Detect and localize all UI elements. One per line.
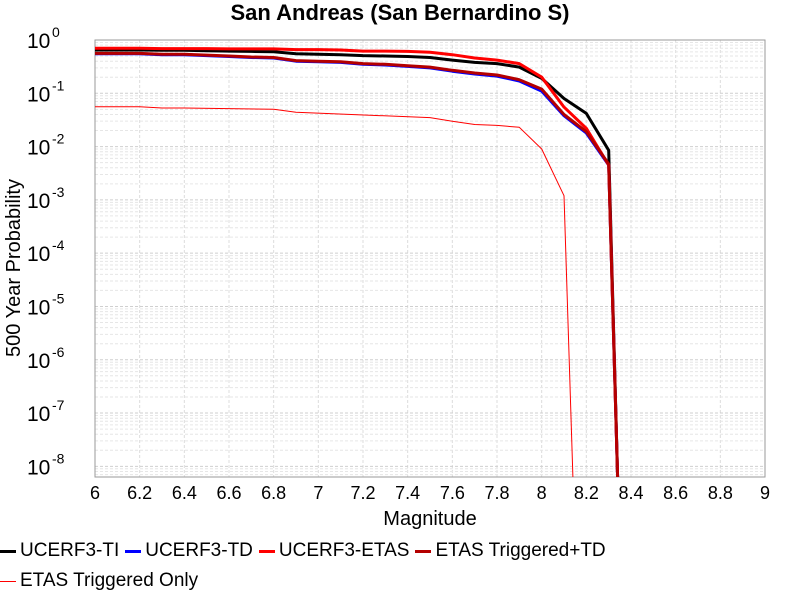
x-tick-label: 6.4 xyxy=(172,483,197,503)
legend-swatch xyxy=(258,549,275,553)
series-line-4 xyxy=(95,51,620,478)
legend: UCERF3-TI UCERF3-TD UCERF3-ETAS ETAS Trigge… xyxy=(0,535,800,600)
x-tick-label: 8.6 xyxy=(663,483,688,503)
y-tick-base: 10 xyxy=(27,83,50,106)
series-line-5 xyxy=(95,106,574,478)
legend-item: UCERF3-TI xyxy=(0,540,119,562)
x-tick-label: 7.8 xyxy=(484,483,509,503)
x-tick-label: 6 xyxy=(90,483,100,503)
legend-label: UCERF3-TD xyxy=(145,540,253,561)
y-tick-exponent: -2 xyxy=(52,131,65,147)
y-tick-base: 10 xyxy=(27,137,50,160)
x-tick-label: 6.6 xyxy=(216,483,241,503)
legend-item: ETAS Triggered+TD xyxy=(415,540,606,562)
y-tick-label: 10 -3 xyxy=(27,184,65,213)
legend-row: UCERF3-TI UCERF3-TD UCERF3-ETAS ETAS Trigge… xyxy=(0,537,612,565)
x-tick-label: 8 xyxy=(537,483,547,503)
legend-swatch xyxy=(415,549,432,553)
y-tick-exponent: -5 xyxy=(52,290,65,306)
y-tick-base: 10 xyxy=(27,350,50,373)
x-tick-label: 9 xyxy=(760,483,770,503)
legend-row: ETAS Triggered Only xyxy=(0,567,204,595)
x-tick-label: 7.6 xyxy=(440,483,465,503)
y-tick-base: 10 xyxy=(27,456,50,479)
x-tick-label: 7 xyxy=(313,483,323,503)
y-tick-exponent: -1 xyxy=(52,77,65,93)
y-tick-exponent: -7 xyxy=(52,397,65,413)
legend-item: UCERF3-TD xyxy=(125,540,253,562)
y-tick-base: 10 xyxy=(27,403,50,426)
y-tick-label: 10 -6 xyxy=(27,344,65,373)
legend-label: UCERF3-TI xyxy=(20,540,120,561)
y-tick-label: 10 -2 xyxy=(27,131,65,160)
y-tick-exponent: 0 xyxy=(52,24,60,40)
y-tick-label: 10 0 xyxy=(27,24,60,53)
x-tick-label: 8.8 xyxy=(708,483,733,503)
y-tick-base: 10 xyxy=(27,30,50,53)
x-tick-label: 6.2 xyxy=(127,483,152,503)
legend-item: ETAS Triggered Only xyxy=(0,570,198,592)
y-tick-base: 10 xyxy=(27,296,50,319)
y-tick-label: 10 -4 xyxy=(27,237,65,266)
x-tick-labels: 6 6.2 6.4 6.6 6.8 7 7.2 7.4 7.6 7.8 8 8.2 8.4 8.6 8.8 9 xyxy=(90,483,770,503)
legend-swatch xyxy=(0,549,16,553)
y-tick-base: 10 xyxy=(27,190,50,213)
y-axis-label: 500 Year Probability xyxy=(3,179,25,357)
y-tick-base: 10 xyxy=(27,243,50,266)
legend-item: UCERF3-ETAS xyxy=(258,540,410,562)
x-tick-label: 7.4 xyxy=(395,483,420,503)
y-tick-exponent: -8 xyxy=(52,450,65,466)
y-tick-exponent: -6 xyxy=(52,344,65,360)
y-tick-label: 10 -8 xyxy=(27,450,65,479)
x-axis-label: Magnitude xyxy=(383,508,476,530)
x-tick-label: 6.8 xyxy=(261,483,286,503)
y-tick-exponent: -4 xyxy=(52,237,65,253)
chart-plot: 6 6.2 6.4 6.6 6.8 7 7.2 7.4 7.6 7.8 8 8.2 8.4 8.6 8.8 9… xyxy=(3,24,770,530)
y-tick-label: 10 -5 xyxy=(27,290,65,319)
x-tick-label: 7.2 xyxy=(350,483,375,503)
x-tick-label: 8.4 xyxy=(618,483,643,503)
y-tick-label: 10 -1 xyxy=(27,77,65,106)
y-tick-exponent: -3 xyxy=(52,184,65,200)
series-line-3 xyxy=(95,46,620,478)
y-tick-label: 10 -7 xyxy=(27,397,65,426)
legend-label: ETAS Triggered+TD xyxy=(435,540,606,561)
legend-swatch xyxy=(0,580,16,582)
series-layer xyxy=(95,46,620,478)
x-tick-label: 8.2 xyxy=(574,483,599,503)
legend-swatch xyxy=(125,549,142,553)
grid-lines xyxy=(94,39,766,477)
legend-label: UCERF3-ETAS xyxy=(278,540,410,561)
legend-label: ETAS Triggered Only xyxy=(20,570,199,591)
plot-area-frame xyxy=(94,39,766,478)
chart-title: San Andreas (San Bernardino S) xyxy=(230,0,570,25)
